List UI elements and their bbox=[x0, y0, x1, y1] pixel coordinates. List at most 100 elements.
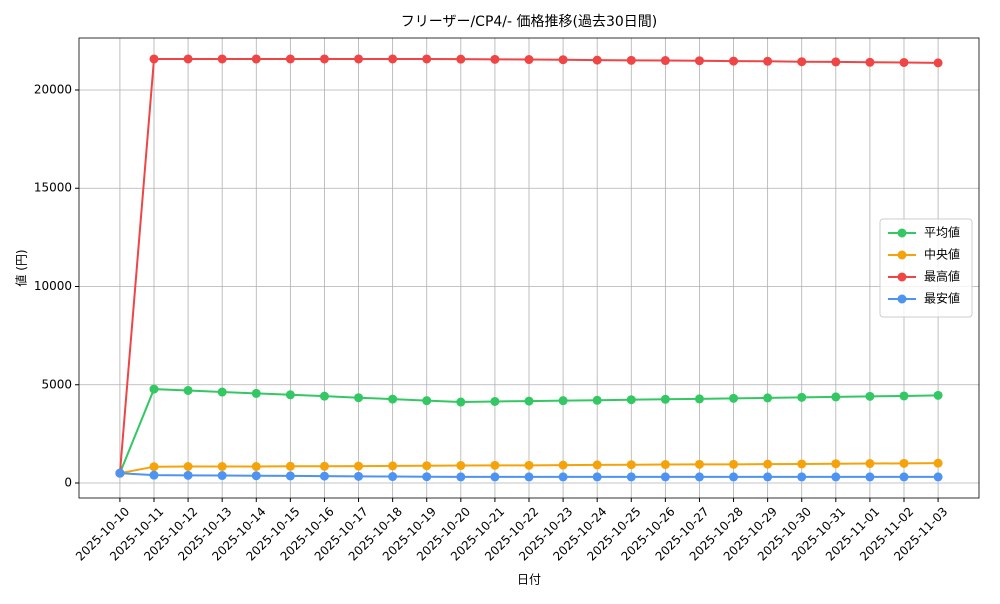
data-point bbox=[319, 461, 329, 471]
data-point bbox=[183, 470, 193, 480]
legend-marker bbox=[897, 272, 907, 282]
data-point bbox=[456, 54, 466, 64]
data-point bbox=[524, 396, 534, 406]
data-point bbox=[831, 459, 841, 469]
data-point bbox=[319, 471, 329, 481]
data-point bbox=[456, 461, 466, 471]
data-point bbox=[183, 462, 193, 472]
legend-marker bbox=[897, 294, 907, 304]
data-point bbox=[524, 55, 534, 65]
data-point bbox=[797, 459, 807, 469]
data-point bbox=[490, 460, 500, 470]
data-point bbox=[865, 459, 875, 469]
data-point bbox=[183, 385, 193, 395]
data-point bbox=[694, 459, 704, 469]
data-point bbox=[149, 384, 159, 394]
data-point bbox=[388, 472, 398, 482]
data-point bbox=[592, 472, 602, 482]
data-point bbox=[763, 393, 773, 403]
legend-box bbox=[879, 218, 973, 318]
data-point bbox=[933, 472, 943, 482]
data-point bbox=[592, 55, 602, 65]
data-point bbox=[285, 461, 295, 471]
legend-label: 最安値 bbox=[924, 291, 960, 306]
data-point bbox=[354, 471, 364, 481]
data-point bbox=[626, 55, 636, 65]
data-point bbox=[933, 390, 943, 400]
data-point bbox=[831, 57, 841, 67]
data-point bbox=[456, 397, 466, 407]
data-point bbox=[558, 55, 568, 65]
data-point bbox=[763, 472, 773, 482]
data-point bbox=[763, 56, 773, 66]
data-point bbox=[354, 54, 364, 64]
data-point bbox=[183, 54, 193, 64]
data-point bbox=[251, 54, 261, 64]
legend-marker bbox=[897, 250, 907, 260]
y-tick-label: 15000 bbox=[34, 181, 72, 195]
data-point bbox=[217, 387, 227, 397]
legend-label: 中央値 bbox=[924, 247, 960, 262]
data-point bbox=[354, 461, 364, 471]
legend-label: 平均値 bbox=[924, 225, 960, 240]
data-point bbox=[217, 54, 227, 64]
data-point bbox=[422, 54, 432, 64]
data-point bbox=[865, 391, 875, 401]
plot-frame bbox=[78, 37, 980, 499]
y-tick-label: 0 bbox=[64, 476, 72, 490]
data-point bbox=[660, 394, 670, 404]
data-point bbox=[149, 54, 159, 64]
data-point bbox=[865, 472, 875, 482]
legend-marker bbox=[897, 228, 907, 238]
data-point bbox=[899, 458, 909, 468]
data-point bbox=[422, 396, 432, 406]
data-point bbox=[865, 57, 875, 67]
data-point bbox=[626, 395, 636, 405]
data-point bbox=[660, 56, 670, 66]
data-point bbox=[694, 56, 704, 66]
data-point bbox=[626, 472, 636, 482]
data-point bbox=[285, 54, 295, 64]
data-point bbox=[490, 472, 500, 482]
data-point bbox=[558, 472, 568, 482]
data-point bbox=[490, 54, 500, 64]
data-point bbox=[524, 472, 534, 482]
y-tick-label: 10000 bbox=[34, 279, 72, 293]
data-point bbox=[285, 471, 295, 481]
data-point bbox=[729, 472, 739, 482]
data-point bbox=[660, 472, 670, 482]
y-axis-label: 値 (円) bbox=[14, 249, 29, 286]
data-point bbox=[149, 470, 159, 480]
data-point bbox=[422, 461, 432, 471]
data-point bbox=[831, 392, 841, 402]
x-axis-label: 日付 bbox=[517, 573, 541, 587]
data-point bbox=[217, 471, 227, 481]
legend-label: 最高値 bbox=[924, 269, 960, 284]
data-point bbox=[251, 388, 261, 398]
data-point bbox=[490, 396, 500, 406]
data-point bbox=[729, 393, 739, 403]
data-point bbox=[694, 394, 704, 404]
data-point bbox=[763, 459, 773, 469]
data-point bbox=[797, 472, 807, 482]
data-point bbox=[456, 472, 466, 482]
data-point bbox=[354, 393, 364, 403]
data-point bbox=[422, 472, 432, 482]
data-point bbox=[592, 395, 602, 405]
data-point bbox=[592, 460, 602, 470]
data-point bbox=[797, 57, 807, 67]
data-point bbox=[285, 390, 295, 400]
data-point bbox=[115, 468, 125, 478]
data-point bbox=[729, 56, 739, 66]
data-point bbox=[626, 460, 636, 470]
data-point bbox=[388, 54, 398, 64]
data-point bbox=[797, 392, 807, 402]
data-point bbox=[319, 54, 329, 64]
data-point bbox=[251, 471, 261, 481]
data-point bbox=[558, 396, 568, 406]
y-tick-label: 20000 bbox=[34, 82, 72, 96]
data-point bbox=[831, 472, 841, 482]
data-point bbox=[729, 459, 739, 469]
